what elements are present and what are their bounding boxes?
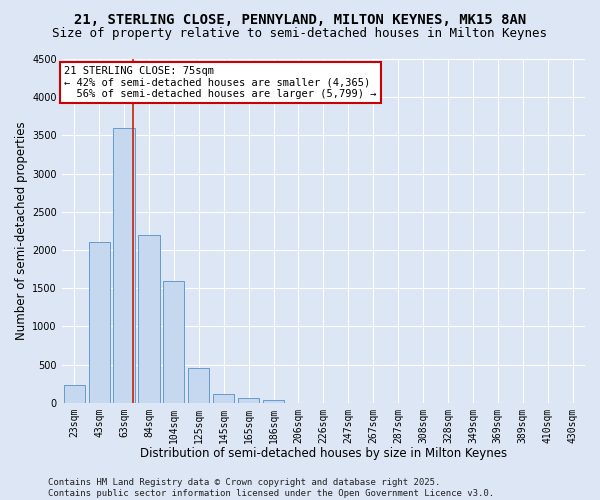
Bar [89,242,110,402]
Bar [113,128,134,402]
Bar [238,398,259,402]
Text: 21 STERLING CLOSE: 75sqm
← 42% of semi-detached houses are smaller (4,365)
  56%: 21 STERLING CLOSE: 75sqm ← 42% of semi-d… [64,66,377,99]
Text: Size of property relative to semi-detached houses in Milton Keynes: Size of property relative to semi-detach… [53,28,548,40]
X-axis label: Distribution of semi-detached houses by size in Milton Keynes: Distribution of semi-detached houses by … [140,447,507,460]
Text: 21, STERLING CLOSE, PENNYLAND, MILTON KEYNES, MK15 8AN: 21, STERLING CLOSE, PENNYLAND, MILTON KE… [74,12,526,26]
Bar [64,385,85,402]
Bar [263,400,284,402]
Text: Contains HM Land Registry data © Crown copyright and database right 2025.
Contai: Contains HM Land Registry data © Crown c… [48,478,494,498]
Bar [163,280,184,402]
Bar [213,394,235,402]
Bar [188,368,209,402]
Y-axis label: Number of semi-detached properties: Number of semi-detached properties [15,122,28,340]
Bar [139,234,160,402]
